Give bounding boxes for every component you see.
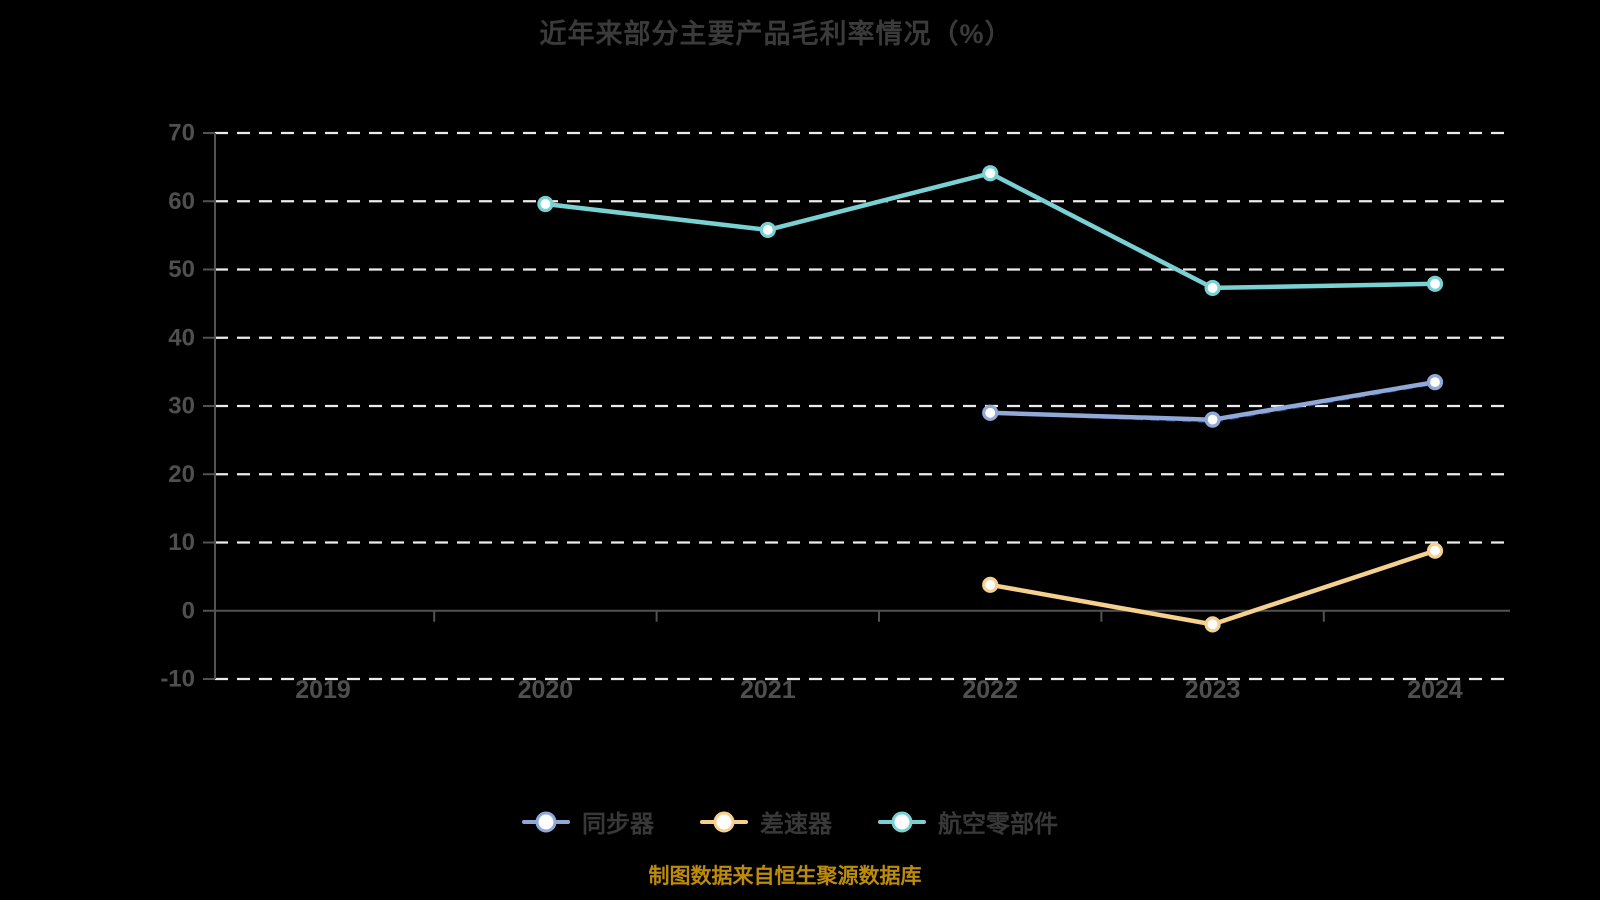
y-axis-tick-label: 30 (168, 393, 195, 420)
y-axis-labels: 70 60 50 40 30 20 10 0 -10 (160, 120, 215, 693)
data-point-marker[interactable] (537, 195, 554, 213)
line-marker-icon (878, 810, 926, 834)
legend-item-chasuqi[interactable]: 差速器 (700, 804, 832, 839)
series-markers-航空零部件 (537, 165, 1444, 297)
x-axis-labels: 2019 2020 2021 2022 2023 2024 (295, 610, 1463, 704)
x-axis-tick-label: 2022 (962, 676, 1018, 704)
legend-item-hangkonglingbujian[interactable]: 航空零部件 (878, 804, 1058, 839)
legend: 同步器 差速器 航空零部件 (0, 804, 1580, 839)
data-point-marker[interactable] (1204, 279, 1221, 297)
y-axis-tick-label: 0 (182, 597, 195, 624)
legend-item-label: 同步器 (582, 811, 654, 838)
y-axis-tick-label: 60 (168, 188, 195, 215)
y-axis-tick-label: 50 (168, 256, 195, 283)
x-axis-tick-label: 2020 (518, 676, 574, 704)
series-line-差速器[interactable] (987, 548, 1438, 627)
data-point-marker[interactable] (982, 576, 999, 593)
data-point-marker[interactable] (1426, 275, 1444, 292)
x-axis-tick-label: 2023 (1185, 676, 1241, 704)
legend-item-label: 差速器 (760, 811, 832, 838)
x-axis-tick-label: 2019 (295, 676, 351, 704)
data-point-marker[interactable] (982, 165, 999, 182)
y-axis-tick-label: 20 (168, 461, 195, 488)
data-point-marker[interactable] (1426, 542, 1444, 559)
series-line-航空零部件[interactable] (543, 171, 1438, 291)
y-axis-tick-label: 70 (168, 120, 195, 147)
y-axis-tick-label: 40 (168, 324, 195, 351)
series-markers-差速器 (982, 542, 1444, 633)
data-point-marker[interactable] (759, 221, 776, 239)
legend-item-label: 航空零部件 (938, 811, 1058, 838)
y-axis-tick-label: -10 (160, 666, 195, 693)
chart-title: 近年来部分主要产品毛利率情况（%） (539, 19, 1013, 49)
line-marker-icon (522, 810, 570, 834)
data-point-marker[interactable] (1204, 411, 1221, 428)
legend-item-tongbuqi[interactable]: 同步器 (522, 804, 654, 839)
line-marker-icon (700, 810, 748, 834)
x-axis-tick-label: 2021 (740, 676, 796, 704)
data-source-note: 制图数据来自恒生聚源数据库 (648, 865, 922, 888)
series-markers-同步器 (982, 374, 1444, 428)
y-gridlines (215, 131, 1510, 681)
data-point-marker[interactable] (1426, 374, 1444, 391)
x-axis-tick-label: 2024 (1407, 676, 1463, 704)
y-axis-tick-label: 10 (168, 529, 195, 556)
data-point-marker[interactable] (982, 404, 999, 421)
data-point-marker[interactable] (1204, 616, 1221, 633)
